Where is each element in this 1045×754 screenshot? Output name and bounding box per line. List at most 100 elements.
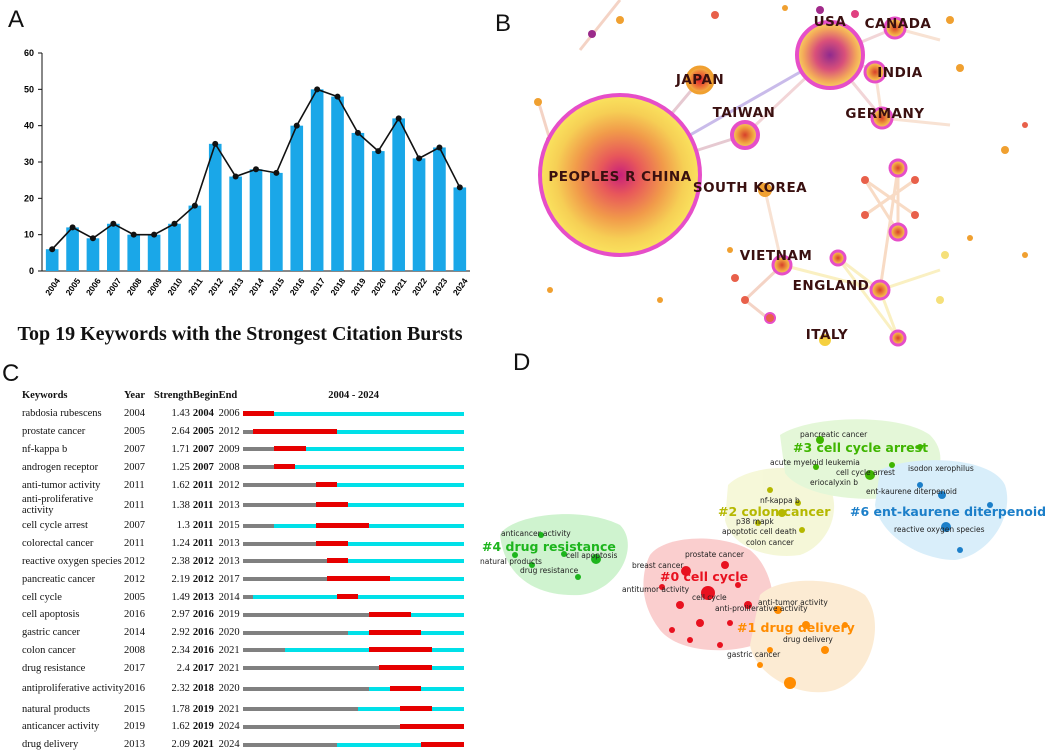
- year-cell: 2007: [124, 461, 145, 473]
- col-timeline: 2004 - 2024: [328, 390, 379, 401]
- end-cell: 2021: [218, 662, 240, 674]
- burst-segment: [274, 464, 296, 470]
- keyword-cell: drug delivery: [22, 739, 79, 751]
- strength-cell: 2.4: [176, 662, 190, 674]
- table-row: natural products 2015 1.78 2019 2021: [22, 700, 465, 718]
- x-tick-label: 2015: [267, 276, 286, 297]
- term-apoptotic-cell-death: apoptotic cell death: [722, 527, 797, 536]
- trend-point: [436, 144, 443, 151]
- burst-segment: [368, 629, 422, 635]
- begin-cell: 2018: [192, 683, 214, 695]
- begin-cell: 2017: [192, 662, 214, 674]
- x-tick-label: 2006: [84, 276, 103, 297]
- cluster-label-2: #2 colon cancer: [718, 504, 831, 519]
- begin-cell: 2011: [192, 520, 214, 532]
- begin-cell: 2007: [192, 443, 214, 455]
- label-england: ENGLAND: [793, 278, 870, 294]
- timeline-bar: [242, 723, 464, 729]
- label-germany: GERMANY: [845, 106, 924, 122]
- term-cell-cycle-arrest: cell cycle arrest: [836, 468, 895, 477]
- timeline-before: [242, 447, 275, 452]
- bar: [433, 147, 446, 271]
- trend-point: [456, 184, 463, 191]
- burst-segment: [400, 723, 464, 729]
- table-row: colorectal cancer 2011 1.24 2011 2013: [22, 535, 465, 553]
- timeline-before: [242, 577, 327, 582]
- timeline-active: [274, 523, 464, 528]
- burst-segment: [400, 706, 432, 712]
- timeline-before: [242, 559, 327, 564]
- table-row: cell apoptosis 2016 2.97 2016 2019: [22, 606, 465, 624]
- panel-c: Top 19 Keywords with the Strongest Citat…: [0, 322, 480, 750]
- timeline-bar: [242, 685, 464, 691]
- keyword-cell: anti-proliferative activity: [22, 494, 94, 517]
- burst-segment: [242, 410, 275, 416]
- label-south-korea: SOUTH KOREA: [693, 180, 807, 196]
- panel-label-b: B: [495, 10, 512, 37]
- panel-label-d: D: [513, 349, 531, 376]
- node-usa: [795, 20, 865, 90]
- trend-point: [49, 246, 56, 253]
- table-row: cell cycle arrest 2007 1.3 2011 2015: [22, 517, 465, 535]
- cluster-label-0: #0 cell cycle: [660, 569, 748, 584]
- timeline-active: [316, 503, 464, 508]
- year-cell: 2012: [124, 573, 145, 585]
- term-anti-tumor-activity: anti-tumor activity: [758, 598, 828, 607]
- panel-b: B: [495, 0, 1045, 355]
- timeline-bar: [242, 502, 464, 508]
- panel-a: A 0 10 20 30 40 50 60 2004 2005 2006 2007 2008 2009 2…: [0, 0, 480, 320]
- x-tick-label: 2008: [125, 276, 144, 297]
- end-cell: 2015: [218, 520, 240, 532]
- timeline-cell: [242, 700, 465, 718]
- bar: [188, 205, 202, 271]
- timeline-cell: [242, 535, 465, 553]
- bar: [127, 234, 141, 271]
- year-cell: 2013: [124, 739, 145, 751]
- label-india: INDIA: [877, 65, 923, 81]
- bar: [290, 125, 304, 272]
- trend-point: [89, 235, 96, 242]
- timeline-cell: [242, 677, 465, 700]
- timeline-cell: [242, 405, 465, 423]
- table-row: antiproliferative activity 2016 2.32 2018 20…: [22, 677, 465, 700]
- x-tick-label: 2024: [451, 276, 470, 297]
- trend-point: [395, 115, 402, 122]
- timeline-before: [242, 707, 359, 712]
- term-nf-kappa-b: nf-kappa b: [760, 496, 800, 505]
- burst-segment: [326, 576, 390, 582]
- trend-point: [212, 140, 219, 147]
- timeline-before: [242, 595, 254, 600]
- year-cell: 2011: [124, 538, 145, 550]
- strength-cell: 1.43: [171, 408, 190, 420]
- table-row: nf-kappa b 2007 1.71 2007 2009: [22, 441, 465, 459]
- timeline-before: [242, 612, 369, 617]
- strength-cell: 2.09: [171, 739, 190, 751]
- x-tick-label: 2023: [430, 276, 449, 297]
- term-prostate-cancer: prostate cancer: [685, 550, 745, 559]
- cluster-label-6: #6 ent-kaurene diterpenoid: [850, 504, 1045, 519]
- timeline-active: [316, 483, 464, 488]
- term-p38-mapk: p38 mapk: [736, 517, 774, 526]
- timeline-before: [242, 724, 401, 729]
- keyword-cell: rabdosia rubescens: [22, 408, 102, 420]
- trend-point: [354, 129, 361, 136]
- strength-cell: 2.92: [171, 627, 190, 639]
- trend-point: [69, 224, 76, 231]
- panel-label-a: A: [8, 6, 25, 33]
- label-china: PEOPLES R CHINA: [548, 169, 691, 185]
- end-cell: 2012: [218, 426, 240, 438]
- bar: [371, 151, 385, 271]
- timeline-before: [242, 630, 348, 635]
- timeline-bar: [242, 665, 464, 671]
- end-cell: 2021: [218, 644, 240, 656]
- burst-segment: [316, 482, 338, 488]
- year-cell: 2011: [124, 499, 145, 511]
- col-keywords: Keywords: [22, 390, 68, 401]
- timeline-active: [253, 429, 464, 434]
- table-row: drug resistance 2017 2.4 2017 2021: [22, 659, 465, 677]
- timeline-bar: [242, 611, 464, 617]
- node-japan: [685, 65, 715, 95]
- keyword-cell: nf-kappa b: [22, 443, 68, 455]
- label-italy: ITALY: [806, 327, 848, 343]
- burst-segment: [253, 428, 338, 434]
